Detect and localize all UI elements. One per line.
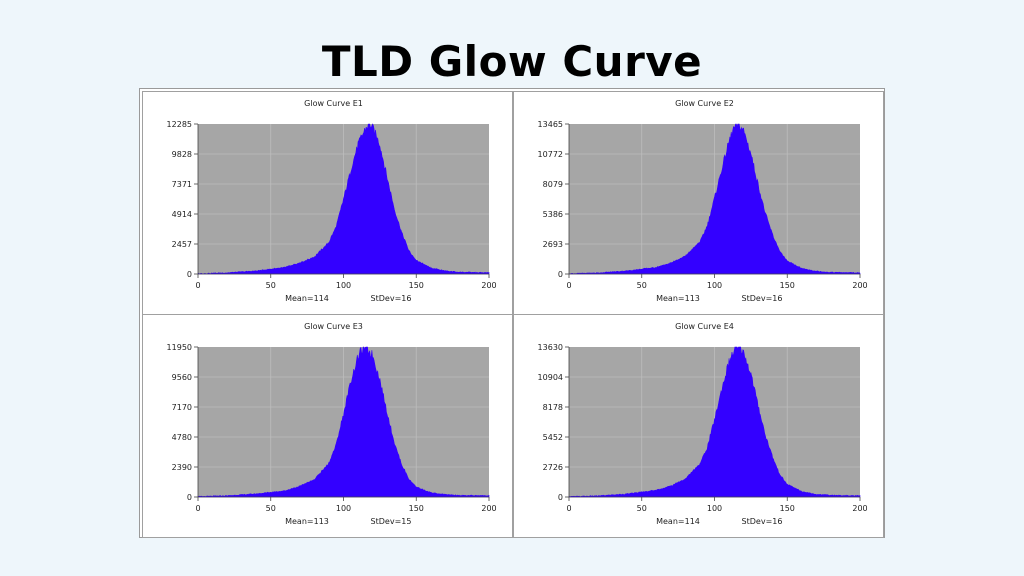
y-tick-label: 2390 — [172, 463, 192, 472]
mean-label: Mean=113 — [285, 517, 329, 526]
chart-panel-e3: Glow Curve E3 0 2390 4780 7170 9560 11950 0 50 10… — [142, 314, 513, 538]
y-tick-label: 4780 — [172, 433, 192, 442]
x-tick-label: 150 — [409, 281, 424, 290]
chart-panel-e1: Glow Curve E1 0 2457 4914 7371 9828 12285 0 50 10… — [142, 91, 513, 315]
y-tick-label: 9560 — [172, 373, 192, 382]
chart-title: Glow Curve E2 — [675, 99, 734, 108]
chart-e4: Glow Curve E4 0 2726 5452 8178 10904 13630 0 50 1… — [538, 322, 868, 526]
x-tick-label: 0 — [566, 504, 571, 513]
y-tick-label: 8178 — [543, 403, 563, 412]
mean-label: Mean=113 — [656, 294, 700, 303]
glow-curve-grid: Glow Curve E1 0 2457 4914 7371 9828 12285 0 50 10… — [139, 88, 885, 538]
y-tick-label: 11950 — [167, 343, 192, 352]
y-tick-label: 7170 — [172, 403, 192, 412]
x-tick-label: 0 — [566, 281, 571, 290]
glow-curve-area — [197, 346, 490, 498]
x-tick-label: 0 — [195, 281, 200, 290]
y-tick-label: 5452 — [543, 433, 563, 442]
stdev-label: StDev=16 — [371, 294, 412, 303]
y-tick-label: 2726 — [543, 463, 563, 472]
x-tick-label: 100 — [336, 504, 351, 513]
y-tick-label: 0 — [187, 270, 192, 279]
y-tick-label: 13465 — [538, 120, 563, 129]
x-tick-label: 200 — [481, 504, 496, 513]
x-tick-label: 200 — [852, 504, 867, 513]
x-tick-label: 200 — [852, 281, 867, 290]
y-tick-label: 12285 — [167, 120, 192, 129]
chart-panel-e2: Glow Curve E2 0 2693 5386 8079 10772 13465 0 50 1… — [513, 91, 884, 315]
y-tick-label: 0 — [558, 493, 563, 502]
chart-title: Glow Curve E3 — [304, 322, 363, 331]
y-tick-label: 0 — [187, 493, 192, 502]
mean-label: Mean=114 — [656, 517, 700, 526]
y-tick-label: 7371 — [172, 180, 192, 189]
chart-title: Glow Curve E1 — [304, 99, 363, 108]
chart-title: Glow Curve E4 — [675, 322, 734, 331]
stdev-label: StDev=16 — [742, 294, 783, 303]
x-tick-label: 150 — [409, 504, 424, 513]
y-tick-label: 2457 — [172, 240, 192, 249]
glow-curve-area — [568, 346, 861, 498]
x-tick-label: 50 — [266, 281, 276, 290]
x-tick-label: 50 — [637, 504, 647, 513]
stdev-label: StDev=16 — [742, 517, 783, 526]
page-title: TLD Glow Curve — [321, 37, 703, 86]
y-tick-label: 9828 — [172, 150, 192, 159]
x-tick-label: 100 — [707, 281, 722, 290]
x-tick-label: 150 — [780, 504, 795, 513]
y-tick-label: 0 — [558, 270, 563, 279]
stdev-label: StDev=15 — [371, 517, 412, 526]
chart-panel-e4: Glow Curve E4 0 2726 5452 8178 10904 13630 0 50 1… — [513, 314, 884, 538]
y-tick-label: 4914 — [172, 210, 192, 219]
chart-e1: Glow Curve E1 0 2457 4914 7371 9828 12285 0 50 10… — [167, 99, 497, 303]
x-tick-label: 0 — [195, 504, 200, 513]
x-tick-label: 100 — [336, 281, 351, 290]
chart-e2: Glow Curve E2 0 2693 5386 8079 10772 13465 0 50 1… — [538, 99, 868, 303]
glow-curve-area — [197, 123, 490, 275]
chart-e3: Glow Curve E3 0 2390 4780 7170 9560 11950 0 50 10… — [167, 322, 497, 526]
y-tick-label: 5386 — [543, 210, 563, 219]
y-tick-label: 8079 — [543, 180, 563, 189]
x-tick-label: 50 — [266, 504, 276, 513]
y-tick-label: 2693 — [543, 240, 563, 249]
x-tick-label: 150 — [780, 281, 795, 290]
y-tick-label: 10904 — [538, 373, 563, 382]
mean-label: Mean=114 — [285, 294, 329, 303]
x-tick-label: 100 — [707, 504, 722, 513]
y-tick-label: 13630 — [538, 343, 563, 352]
x-tick-label: 50 — [637, 281, 647, 290]
y-tick-label: 10772 — [538, 150, 563, 159]
x-tick-label: 200 — [481, 281, 496, 290]
glow-curve-area — [568, 123, 861, 275]
